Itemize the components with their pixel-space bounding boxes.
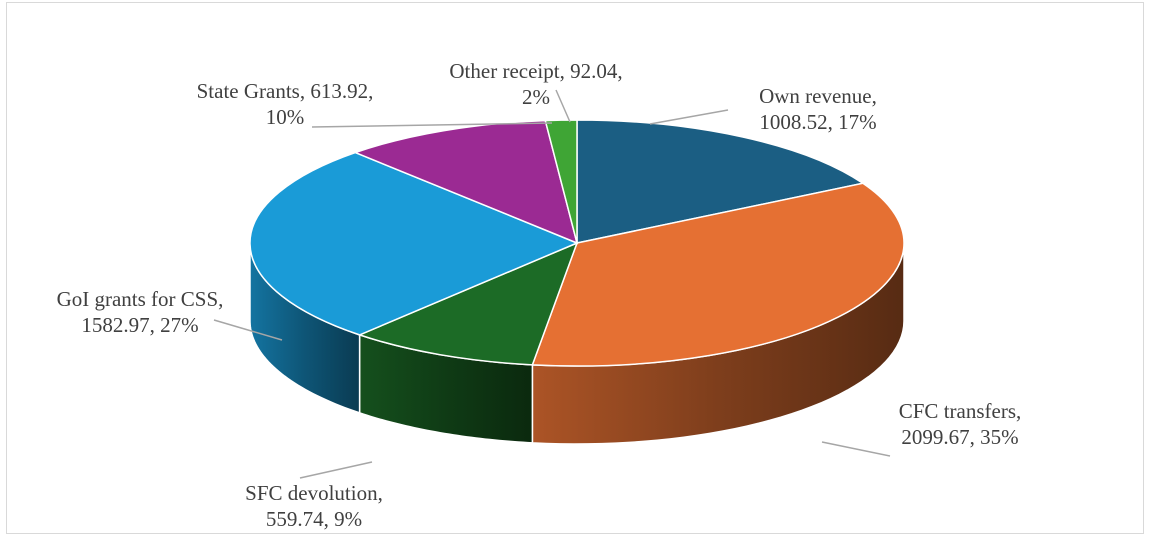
data-label: Own revenue, 1008.52, 17% [759,84,877,134]
data-label-line: GoI grants for CSS, [57,287,224,311]
leader-line [555,89,571,123]
data-label-line: 2099.67, 35% [901,425,1018,449]
leader-line [311,122,553,128]
data-label-line: State Grants, 613.92, [197,79,374,103]
data-label-line: Other receipt, 92.04, [449,59,622,83]
leader-line [821,441,891,457]
slice-other-receipt [544,119,578,244]
data-label-line: CFC transfers, [899,399,1022,423]
leader-lines [213,89,891,479]
pie-slices [249,119,905,367]
leader-line [213,319,283,341]
slice-cfc-transfers [531,182,905,367]
data-label-line: SFC devolution, [245,481,383,505]
leader-line [649,109,729,125]
data-labels: Own revenue, 1008.52, 17% CFC transfers, 20… [57,59,1022,531]
data-label: GoI grants for CSS, 1582.97, 27% [57,287,224,337]
data-label: SFC devolution, 559.74, 9% [245,481,383,531]
data-label-line: 10% [266,105,305,129]
slice-state-grants [353,119,579,245]
slice-goi-grants-for-css [249,151,579,336]
data-label-line: 559.74, 9% [266,507,362,531]
data-label-line: 1582.97, 27% [81,313,198,337]
data-label-line: 2% [522,85,550,109]
slice-own-revenue [576,119,865,244]
data-label-line: Own revenue, [759,84,877,108]
leader-line [299,461,373,479]
data-label: CFC transfers, 2099.67, 35% [899,399,1022,449]
data-label: Other receipt, 92.04, 2% [449,59,622,109]
slice-sfc-devolution [357,241,579,366]
data-label: State Grants, 613.92, 10% [197,79,374,129]
data-label-line: 1008.52, 17% [759,110,876,134]
